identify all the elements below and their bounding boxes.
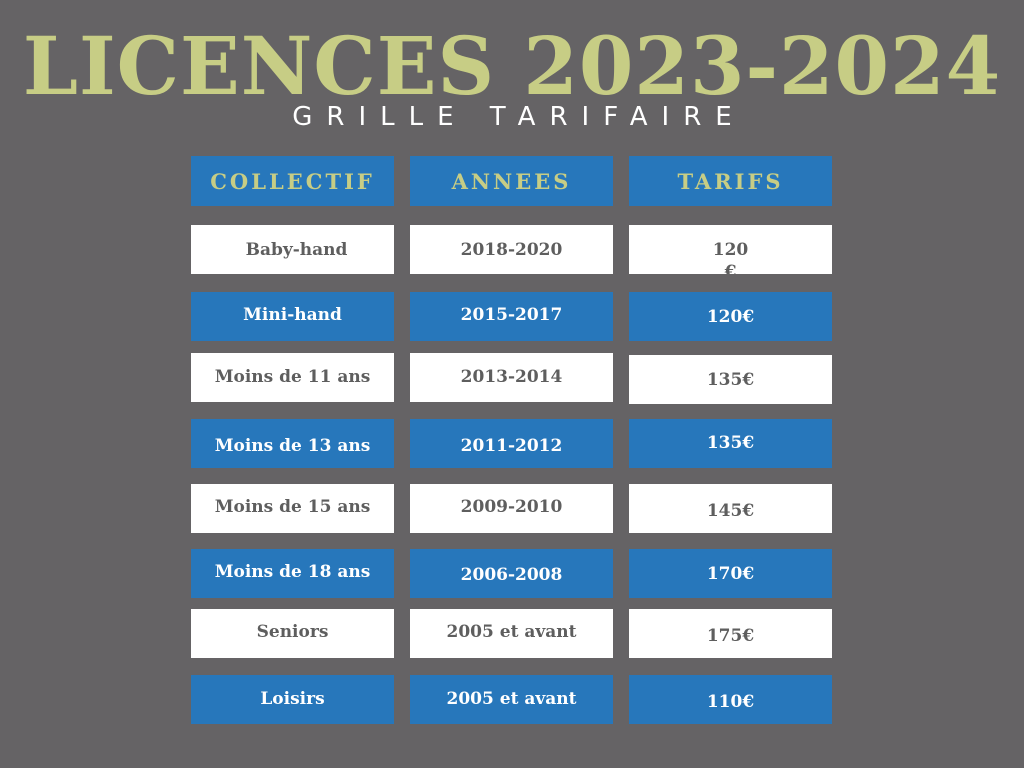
- cell-annees: 2005 et avant: [410, 609, 613, 658]
- cell-collectif: Moins de 11 ans: [191, 353, 394, 402]
- cell-annees: 2006-2008: [410, 549, 613, 598]
- cell-collectif: Moins de 18 ans: [191, 549, 394, 598]
- tarif-value: 120 €: [712, 240, 749, 274]
- cell-tarif: 145€: [629, 484, 832, 533]
- cell-tarif: 170€: [629, 549, 832, 598]
- cell-collectif: Loisirs: [191, 675, 394, 724]
- cell-tarif: 110€: [629, 675, 832, 724]
- cell-annees: 2005 et avant: [410, 675, 613, 724]
- cell-collectif: Moins de 13 ans: [191, 419, 394, 468]
- header-collectif: COLLECTIF: [191, 156, 394, 206]
- cell-collectif: Moins de 15 ans: [191, 484, 394, 533]
- page-title: LICENCES 2023-2024: [22, 19, 1002, 113]
- cell-collectif: Baby-hand: [191, 225, 394, 274]
- header-annees: ANNEES: [410, 156, 613, 206]
- cell-tarif: 120 €: [629, 225, 832, 274]
- page-subtitle: GRILLE TARIFAIRE: [292, 102, 746, 132]
- cell-annees: 2011-2012: [410, 419, 613, 468]
- cell-tarif: 135€: [629, 419, 832, 468]
- cell-collectif: Mini-hand: [191, 292, 394, 341]
- cell-collectif: Seniors: [191, 609, 394, 658]
- cell-tarif: 120€: [629, 292, 832, 341]
- cell-tarif: 135€: [629, 355, 832, 404]
- cell-annees: 2013-2014: [410, 353, 613, 402]
- cell-annees: 2009-2010: [410, 484, 613, 533]
- header-tarifs: TARIFS: [629, 156, 832, 206]
- cell-annees: 2018-2020: [410, 225, 613, 274]
- cell-tarif: 175€: [629, 609, 832, 658]
- cell-annees: 2015-2017: [410, 292, 613, 341]
